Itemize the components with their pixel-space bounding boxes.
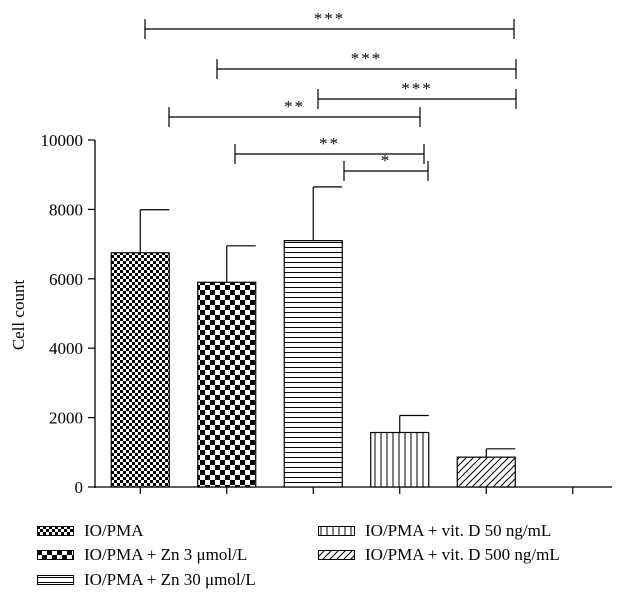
y-tick-label: 10000 — [41, 131, 84, 150]
bar — [457, 457, 515, 487]
y-tick-label: 2000 — [49, 409, 83, 428]
legend-item: IO/PMA — [37, 520, 144, 542]
legend-label: IO/PMA + Zn 30 μmol/L — [84, 570, 256, 590]
legend-label: IO/PMA + Zn 3 μmol/L — [84, 545, 247, 565]
legend: IO/PMA IO/PMA + Zn 3 μmol/L IO/PMA + Zn 30… — [0, 518, 620, 596]
significance-label: ** — [284, 97, 305, 116]
significance-label: *** — [314, 9, 346, 28]
legend-label: IO/PMA + vit. D 50 ng/mL — [365, 521, 551, 541]
y-tick-label: 8000 — [49, 200, 83, 219]
legend-label: IO/PMA + vit. D 500 ng/mL — [365, 545, 560, 565]
legend-swatch — [37, 575, 74, 585]
legend-item: IO/PMA + vit. D 500 ng/mL — [318, 544, 560, 566]
significance-label: ** — [319, 134, 340, 153]
bar — [371, 433, 429, 487]
bar — [284, 241, 342, 487]
legend-item: IO/PMA + vit. D 50 ng/mL — [318, 520, 551, 542]
significance-label: *** — [351, 49, 383, 68]
legend-item: IO/PMA + Zn 30 μmol/L — [37, 569, 256, 591]
bar — [111, 253, 169, 487]
legend-label: IO/PMA — [84, 521, 144, 541]
legend-item: IO/PMA + Zn 3 μmol/L — [37, 544, 247, 566]
legend-swatch — [37, 550, 74, 560]
y-tick-label: 6000 — [49, 270, 83, 289]
y-tick-label: 0 — [75, 478, 84, 497]
bar — [198, 282, 256, 487]
significance-label: * — [381, 151, 392, 170]
y-tick-label: 4000 — [49, 339, 83, 358]
legend-swatch — [318, 526, 355, 536]
y-axis-label: Cell count — [9, 280, 28, 351]
significance-label: *** — [401, 79, 433, 98]
bar-chart: Cell count 0200040006000800010000*******… — [0, 0, 620, 515]
legend-swatch — [37, 526, 74, 536]
legend-swatch — [318, 550, 355, 560]
